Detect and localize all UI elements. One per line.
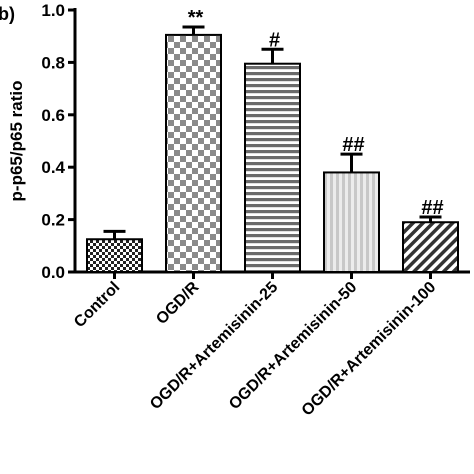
y-tick-label: 0.8 [41, 53, 65, 72]
y-tick-label: 1.0 [41, 1, 65, 20]
bar-1 [86, 238, 143, 273]
x-tick-label: Control [71, 279, 123, 331]
panel-label: b) [0, 4, 15, 24]
significance-marker: # [269, 29, 280, 51]
bar-3 [244, 62, 301, 273]
x-tick-label: OGD/R+Artemisinin-50 [226, 279, 360, 413]
x-tick-label: OGD/R [153, 278, 202, 327]
y-tick-label: 0.2 [41, 211, 65, 230]
y-tick-label: 0.0 [41, 263, 65, 282]
y-tick-label: 0.6 [41, 106, 65, 125]
x-tick-label: OGD/R+Artemisinin-100 [299, 279, 440, 420]
bar-5 [402, 221, 459, 273]
y-tick-label: 0.4 [41, 158, 65, 177]
bar-2 [165, 33, 222, 273]
bars-group: **##### [86, 7, 459, 273]
significance-marker: ## [342, 134, 364, 156]
x-tick-label: OGD/R+Artemisinin-25 [147, 279, 281, 413]
x-tick-labels: Control OGD/ROGD/R+Artemisinin-25OGD/R+Ar… [71, 278, 439, 419]
significance-marker: ## [421, 197, 443, 219]
bar-4 [323, 171, 380, 273]
y-axis-label: p-p65/p65 ratio [7, 81, 26, 202]
significance-marker: ** [188, 7, 204, 29]
